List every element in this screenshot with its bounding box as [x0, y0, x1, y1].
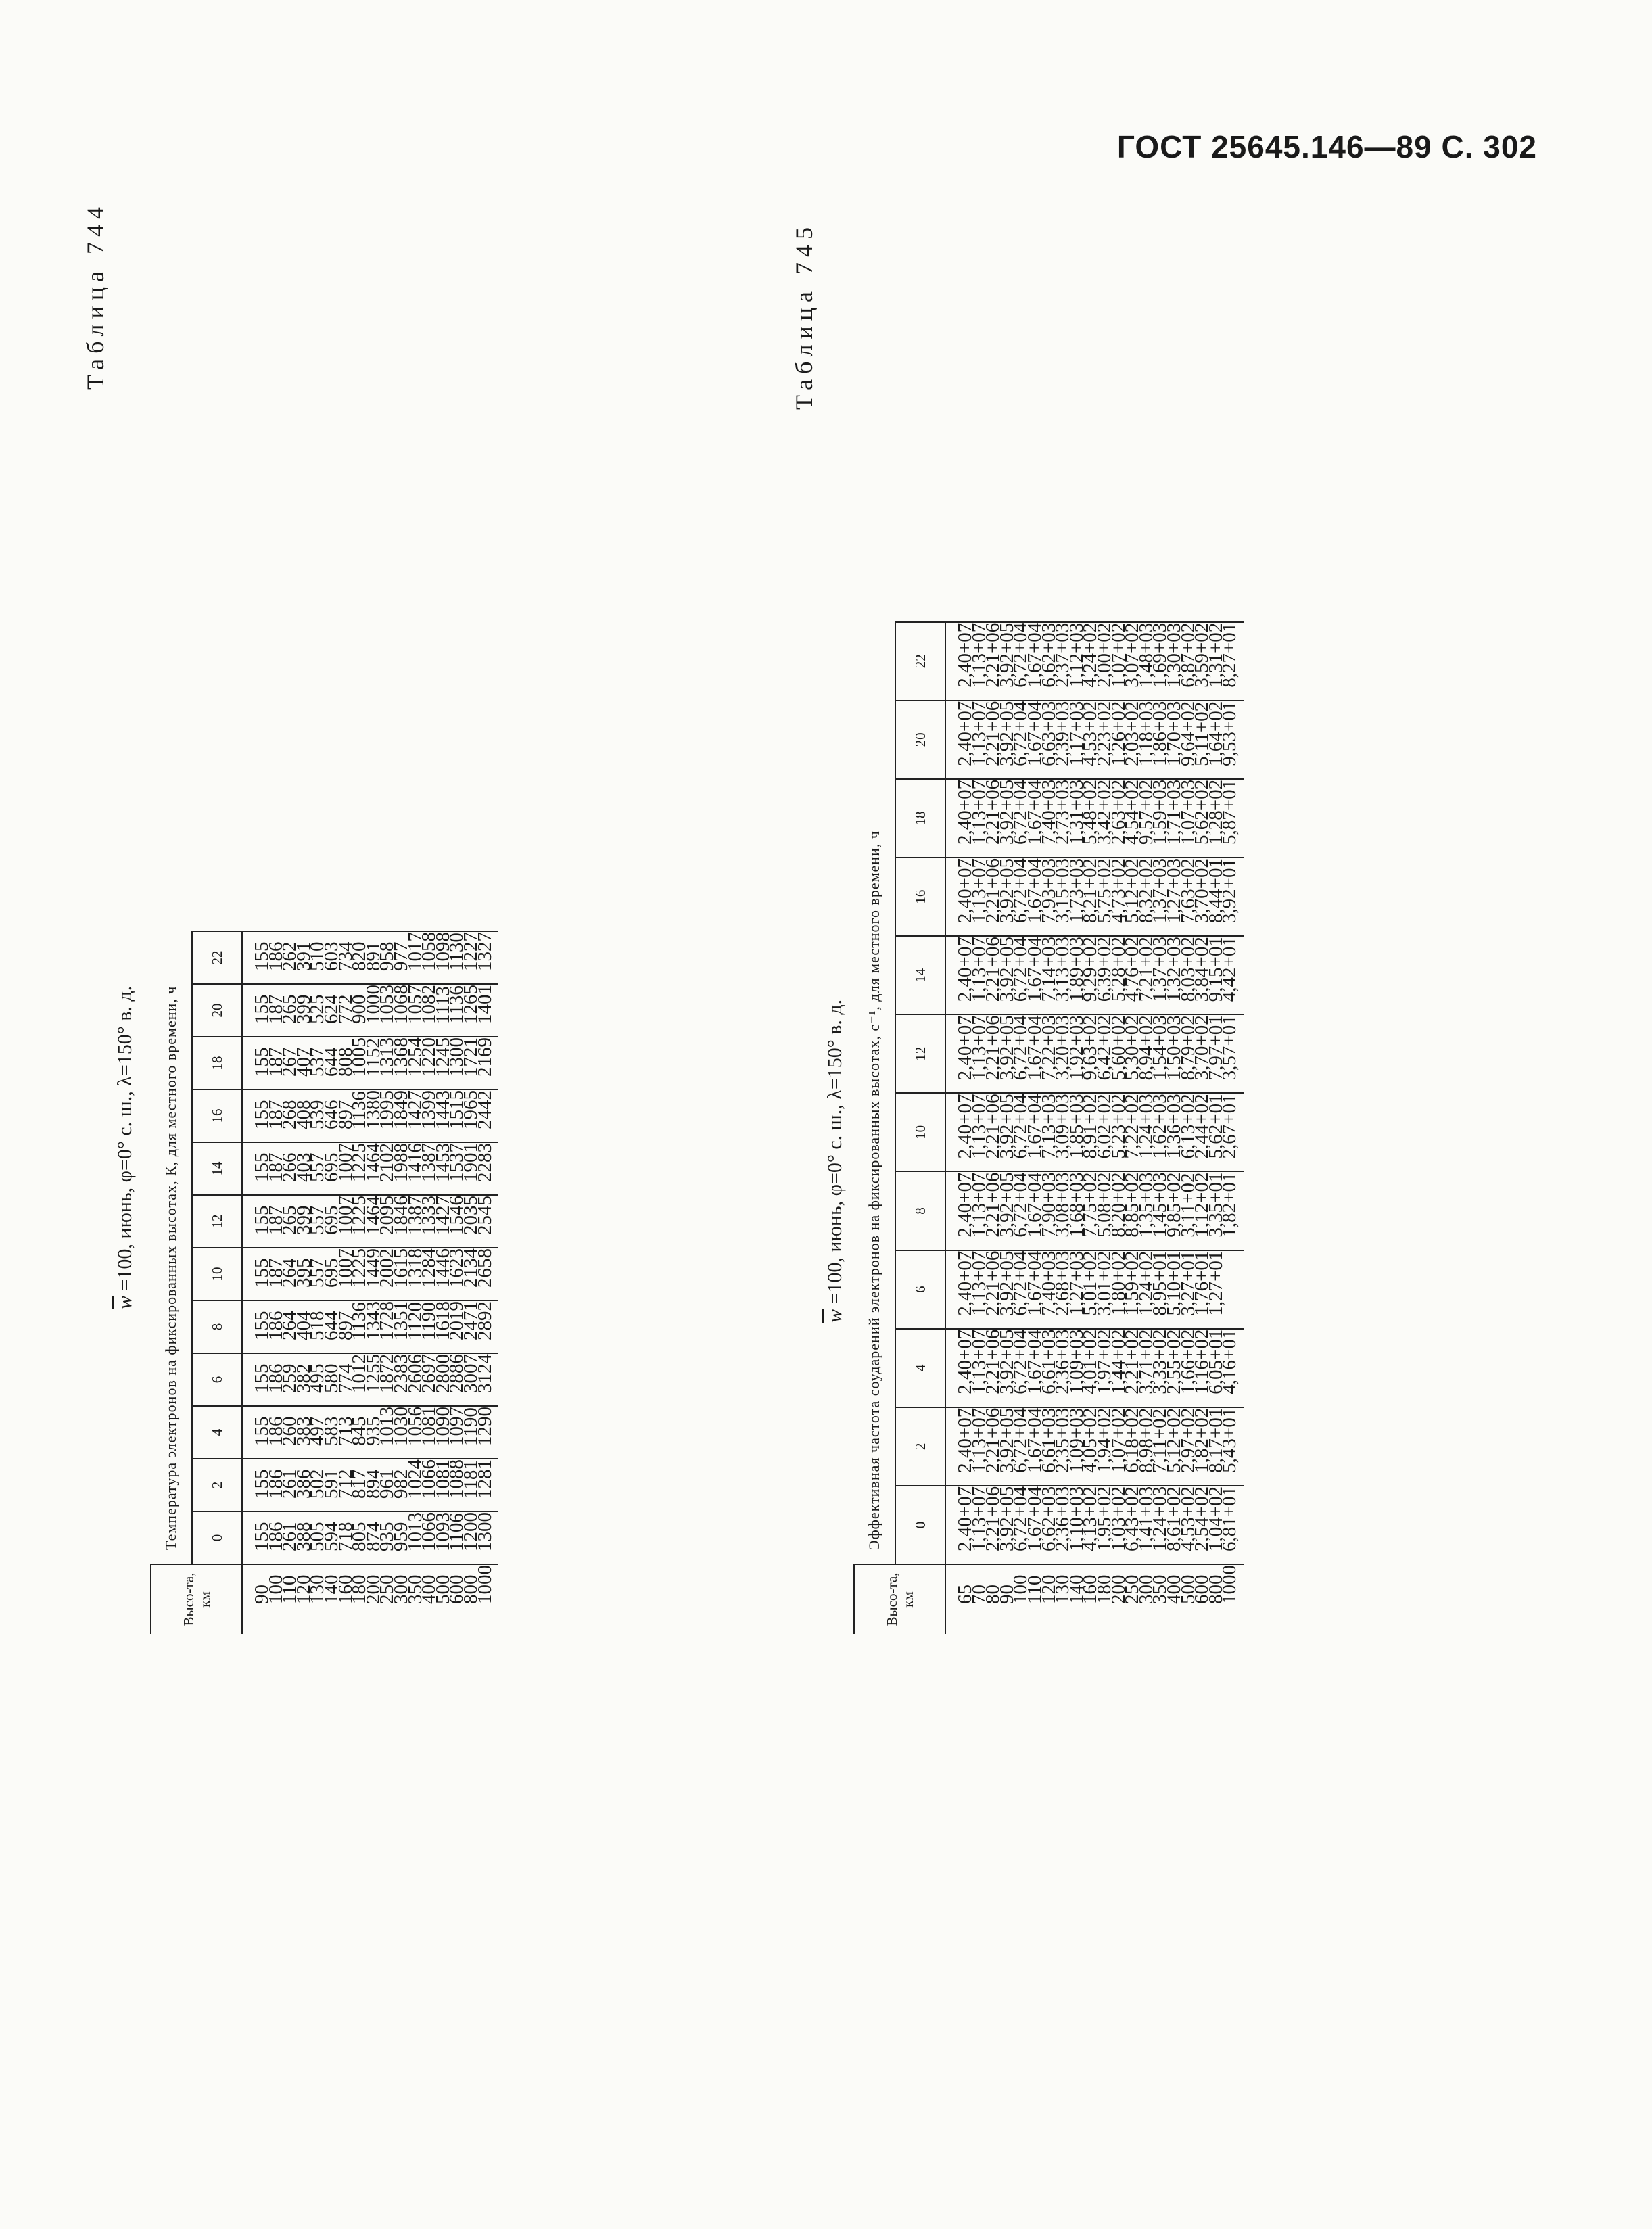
time-column-header: 6: [895, 1250, 945, 1329]
data-column: 155 187 267 407 537 644 808 1005 1152 1313 1368 125…: [242, 1037, 499, 1089]
time-column-header: 8: [895, 1171, 945, 1250]
data-cell: 2,67+01: [1219, 1094, 1241, 1159]
height-value: 1000: [1219, 1565, 1241, 1604]
time-column-header: 20: [895, 700, 945, 779]
data-cell: 4,42+01: [1219, 937, 1241, 1002]
data-column: 155 186 260 383 497 583 713 845 935 1013 1030 1056 1…: [242, 1406, 499, 1459]
time-column-header: 8: [192, 1300, 242, 1353]
data-cell: 1,82+01: [1219, 1172, 1241, 1238]
data-column: 155 186 262 391 510 603 734 820 891 958 977 1017 105…: [242, 931, 499, 984]
data-column: 2,40+07 1,13+07 2,21+06 3,92+05 6,72+04 1,67+…: [945, 1407, 1244, 1486]
data-column: 2,40+07 1,13+07 2,21+06 3,92+05 6,72+04 1,67+…: [945, 778, 1244, 858]
height-value: 1000: [473, 1565, 496, 1604]
data-cell: 2169: [473, 1037, 496, 1077]
data-table: Высо-та, км Температура электронов на фик…: [150, 931, 499, 1634]
height-column-header: Высо-та, км: [854, 1564, 945, 1634]
page-header: ГОСТ 25645.146—89 С. 302: [1116, 129, 1537, 164]
table-label: Таблица 745: [790, 222, 818, 410]
time-column-header: 6: [192, 1353, 242, 1406]
height-values: 65 70 80 90 100 110 120 130 140 160 180 200 250 300 35…: [945, 1564, 1244, 1634]
data-column: 155 186 264 404 518 644 897 1136 1343 1728 1351 112…: [242, 1300, 499, 1353]
data-column: 2,40+07 1,13+07 2,21+06 3,92+05 6,72+04 1,67+…: [945, 700, 1244, 779]
time-column-header: 18: [895, 778, 945, 858]
data-column: 2,40+07 1,13+07 2,21+06 3,92+05 6,72+04 1,67+…: [945, 1485, 1244, 1564]
data-cell: 5,43+01: [1219, 1407, 1241, 1473]
data-column: 2,40+07 1,13+07 2,21+06 3,92+05 6,72+04 1,67+…: [945, 1093, 1244, 1172]
data-cell: 2283: [473, 1143, 496, 1182]
data-cell: 2545: [473, 1196, 496, 1235]
data-column: 155 187 265 399 557 695 1007 1225 1464 2095 1846 13…: [242, 1195, 499, 1248]
table-caption: w =100, июнь, φ=0° с. ш., λ=150° в. д.: [824, 999, 846, 1323]
data-column: 2,40+07 1,13+07 2,21+06 3,92+05 6,72+04 1,67+…: [945, 858, 1244, 937]
data-column: 2,40+07 1,13+07 2,21+06 3,92+05 6,72+04 1,67+…: [945, 621, 1244, 701]
data-column: 2,40+07 1,13+07 2,21+06 3,92+05 6,72+04 1,67+…: [945, 1014, 1244, 1094]
data-column: 2,40+07 1,13+07 2,21+06 3,92+05 6,72+04 1,67+…: [945, 1171, 1244, 1250]
data-cell: 4,16+01: [1219, 1329, 1241, 1394]
data-column: 2,40+07 1,13+07 2,21+06 3,92+05 6,72+04 1,67+…: [945, 1328, 1244, 1407]
time-column-header: 22: [192, 931, 242, 984]
data-cell: 3,92+01: [1219, 858, 1241, 924]
data-column: 155 187 264 395 557 695 1007 1225 1449 2002 1615 13…: [242, 1248, 499, 1300]
data-column: 155 187 265 399 525 624 772 900 1000 1053 1068 1057…: [242, 984, 499, 1037]
data-cell: 1281: [473, 1459, 496, 1499]
time-column-header: 12: [895, 1014, 945, 1094]
data-cell: 2892: [473, 1301, 496, 1340]
data-cell: 2442: [473, 1090, 496, 1129]
data-cell: 3,57+01: [1219, 1015, 1241, 1081]
time-column-header: 0: [192, 1511, 242, 1564]
data-cell: 1,27+01: [1204, 1250, 1227, 1316]
data-column: 155 187 266 403 557 695 1007 1225 1464 2102 1988 14…: [242, 1142, 499, 1195]
data-cell: 2658: [473, 1248, 496, 1288]
data-column: 155 186 261 388 505 594 718 805 874 935 959 1013 106…: [242, 1511, 499, 1564]
data-cell: 5,87+01: [1219, 779, 1241, 845]
time-column-header: 4: [192, 1406, 242, 1459]
data-table: Высо-та, км Эффективная частота соударени…: [853, 621, 1244, 1634]
time-column-header: 14: [895, 936, 945, 1015]
time-column-header: 14: [192, 1142, 242, 1195]
data-cell: 1327: [473, 932, 496, 971]
time-column-header: 16: [192, 1089, 242, 1142]
data-column: 2,40+07 1,13+07 2,21+06 3,92+05 6,72+04 1,67+…: [945, 1250, 1244, 1329]
data-cell: 9,53+01: [1219, 701, 1241, 766]
height-values: 90 100 110 120 130 140 160 180 200 250 300 350 400 50…: [242, 1564, 499, 1634]
time-column-header: 10: [192, 1248, 242, 1300]
time-column-header: 4: [895, 1328, 945, 1407]
data-column: 155 186 259 382 495 580 774 1012 1255 1872 2383 260…: [242, 1353, 499, 1406]
data-column: 155 186 261 386 502 591 712 817 894 961 982 1024 106…: [242, 1459, 499, 1511]
group-title: Температура электронов на фиксированных …: [151, 931, 192, 1564]
time-column-header: 20: [192, 984, 242, 1037]
data-column: 155 187 268 408 539 646 897 1136 1380 1995 1849 142…: [242, 1089, 499, 1142]
height-column-header: Высо-та, км: [151, 1564, 242, 1634]
table-label: Таблица 744: [82, 202, 109, 390]
data-cell: 6,81+01: [1219, 1486, 1241, 1551]
data-column: 2,40+07 1,13+07 2,21+06 3,92+05 6,72+04 1,67+…: [945, 936, 1244, 1015]
time-column-header: 12: [192, 1195, 242, 1248]
data-cell: 1401: [473, 985, 496, 1024]
data-cell: 1290: [473, 1407, 496, 1446]
time-column-header: 18: [192, 1037, 242, 1089]
time-column-header: 22: [895, 621, 945, 701]
time-column-header: 10: [895, 1093, 945, 1172]
table-caption: w =100, июнь, φ=0° с. ш., λ=150° в. д.: [114, 985, 136, 1309]
time-column-header: 2: [192, 1459, 242, 1511]
time-column-header: 16: [895, 858, 945, 937]
time-column-header: 2: [895, 1407, 945, 1486]
data-cell: 8,27+01: [1219, 622, 1241, 688]
group-title: Эффективная частота соударений электроно…: [854, 621, 895, 1564]
data-cell: 1300: [473, 1512, 496, 1551]
time-column-header: 0: [895, 1485, 945, 1564]
data-cell: 3124: [473, 1354, 496, 1393]
